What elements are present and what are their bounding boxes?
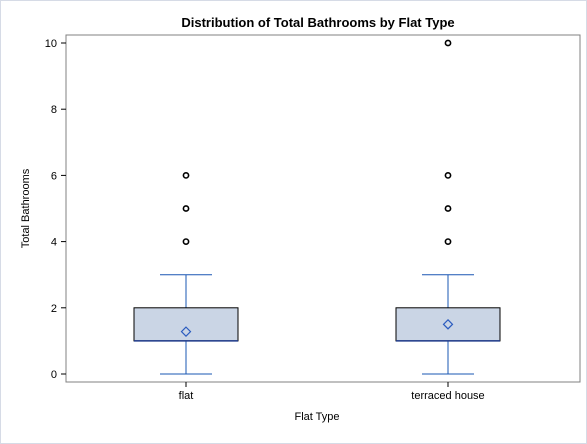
outlier-point: [444, 171, 452, 179]
mean-marker: [180, 326, 192, 337]
outlier-point: [182, 205, 190, 212]
mean-marker: [442, 319, 454, 330]
y-axis: 0 2 4 6 8 10: [45, 38, 66, 381]
box-group: [395, 39, 501, 375]
outlier-point: [444, 39, 452, 47]
outlier-point: [444, 205, 452, 212]
y-tick-label: 2: [51, 303, 57, 315]
x-axis: flat terraced house: [179, 382, 485, 402]
y-tick-label: 10: [45, 38, 57, 50]
y-tick-label: 8: [51, 104, 57, 116]
y-tick-label: 4: [51, 237, 57, 249]
chart-title: Distribution of Total Bathrooms by Flat …: [181, 15, 454, 30]
outlier-point: [182, 171, 190, 179]
box: [395, 307, 501, 342]
box-group: [133, 171, 239, 375]
y-tick-label: 6: [51, 170, 57, 182]
y-axis-title: Total Bathrooms: [20, 168, 32, 248]
outlier-point: [444, 238, 452, 245]
x-tick-label: flat: [179, 390, 194, 402]
x-axis-title: Flat Type: [294, 411, 339, 423]
boxes: [133, 39, 501, 375]
outlier-point: [182, 238, 190, 245]
y-tick-label: 0: [51, 369, 57, 381]
x-tick-label: terraced house: [411, 390, 484, 402]
